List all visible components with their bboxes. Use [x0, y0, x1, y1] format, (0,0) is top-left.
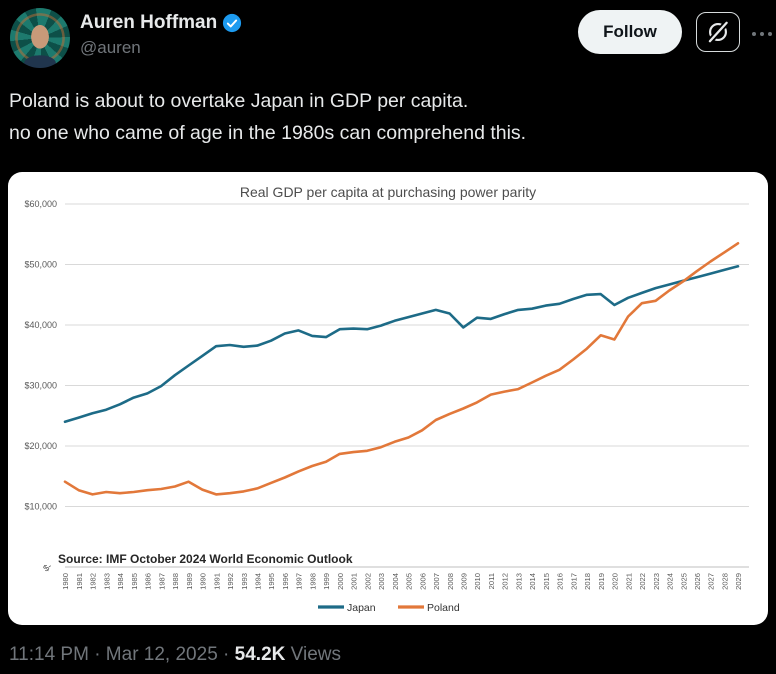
chart-title: Real GDP per capita at purchasing power … [240, 184, 536, 200]
x-tick-label: 1987 [157, 573, 166, 590]
x-tick-label: 2005 [405, 573, 414, 590]
gdp-chart[interactable]: Real GDP per capita at purchasing power … [8, 172, 768, 625]
y-tick-label: $50,000 [24, 260, 57, 270]
x-tick-label: 1988 [171, 573, 180, 590]
x-tick-label: 2004 [391, 573, 400, 590]
y-tick-label: $10,000 [24, 502, 57, 512]
x-tick-label: 2007 [432, 573, 441, 590]
x-tick-label: 2000 [336, 573, 345, 590]
x-tick-label: 1995 [267, 573, 276, 590]
x-tick-label: 2018 [583, 573, 592, 590]
x-tick-label: 2010 [473, 573, 482, 590]
views-label: Views [285, 644, 341, 665]
series-line-poland [63, 242, 740, 496]
x-tick-label: 1990 [199, 573, 208, 590]
display-name[interactable]: Auren Hoffman [80, 12, 218, 33]
x-tick-label: 2019 [597, 573, 606, 590]
x-tick-label: 2001 [350, 573, 359, 590]
x-tick-label: 1999 [322, 573, 331, 590]
name-row: Auren Hoffman [80, 12, 242, 34]
tweet-text: Poland is about to overtake Japan in GDP… [9, 86, 769, 149]
x-tick-label: 2027 [707, 573, 716, 590]
x-tick-label: 2021 [624, 573, 633, 590]
y-tick-label: $40,000 [24, 320, 57, 330]
x-tick-label: 2015 [542, 573, 551, 590]
y-tick-label: $60,000 [24, 199, 57, 209]
x-tick-label: 1992 [226, 573, 235, 590]
more-icon[interactable] [748, 28, 776, 40]
chart-source: Source: IMF October 2024 World Economic … [58, 552, 353, 566]
x-tick-label: 1998 [308, 573, 317, 590]
verified-badge-icon [223, 13, 242, 33]
post-time: 11:14 PM · Mar 12, 2025 [9, 644, 218, 665]
x-tick-label: 1994 [254, 573, 263, 590]
x-tick-label: 2012 [501, 573, 510, 590]
legend-label-japan: Japan [347, 602, 376, 614]
x-tick-label: 2006 [418, 573, 427, 590]
x-tick-label: 2026 [693, 573, 702, 590]
avatar[interactable] [10, 8, 70, 68]
x-tick-label: 1985 [130, 573, 139, 590]
grok-button[interactable] [696, 12, 740, 52]
x-tick-label: 1989 [185, 573, 194, 590]
x-tick-label: 2008 [446, 573, 455, 590]
x-tick-label: 1983 [102, 573, 111, 590]
x-tick-label: 2029 [734, 573, 743, 590]
x-tick-label: 1986 [144, 573, 153, 590]
x-tick-label: 2003 [377, 573, 386, 590]
tweet-line-2: no one who came of age in the 1980s can … [9, 121, 527, 144]
dot-separator: · [217, 644, 235, 665]
x-tick-label: 2028 [721, 573, 730, 590]
x-tick-label: 2009 [460, 573, 469, 590]
x-tick-label: 2023 [652, 573, 661, 590]
x-tick-label: 2014 [528, 573, 537, 590]
x-tick-label: 2016 [556, 573, 565, 590]
x-tick-label: 2002 [363, 573, 372, 590]
x-tick-label: 1997 [295, 573, 304, 590]
x-tick-label: 1982 [89, 573, 98, 590]
timestamp-row: 11:14 PM · Mar 12, 2025 · 54.2K Views [9, 644, 341, 666]
x-tick-label: 2013 [514, 573, 523, 590]
x-tick-label: 2011 [487, 573, 496, 589]
x-tick-label: 2017 [569, 573, 578, 590]
legend-label-poland: Poland [427, 602, 460, 614]
follow-button[interactable]: Follow [578, 10, 682, 54]
tweet-line-1: Poland is about to overtake Japan in GDP… [9, 90, 469, 112]
x-tick-label: 2025 [679, 573, 688, 590]
x-tick-label: 1996 [281, 573, 290, 590]
gdp-chart-svg: Real GDP per capita at purchasing power … [24, 184, 749, 614]
y-tick-label: $30,000 [24, 381, 57, 391]
x-tick-label: 2024 [666, 573, 675, 590]
y-tick-label-zero: $- [41, 561, 53, 574]
x-tick-label: 1984 [116, 573, 125, 590]
x-tick-label: 1980 [61, 573, 70, 590]
x-tick-label: 1991 [212, 573, 221, 590]
grok-icon [707, 20, 729, 44]
x-tick-label: 1993 [240, 573, 249, 590]
views-count: 54.2K [234, 644, 286, 665]
series-line-japan [63, 265, 740, 424]
x-tick-label: 1981 [75, 573, 84, 590]
x-tick-label: 2022 [638, 573, 647, 590]
user-handle[interactable]: @auren [80, 38, 141, 57]
x-tick-label: 2020 [611, 573, 620, 590]
y-tick-label: $20,000 [24, 441, 57, 451]
